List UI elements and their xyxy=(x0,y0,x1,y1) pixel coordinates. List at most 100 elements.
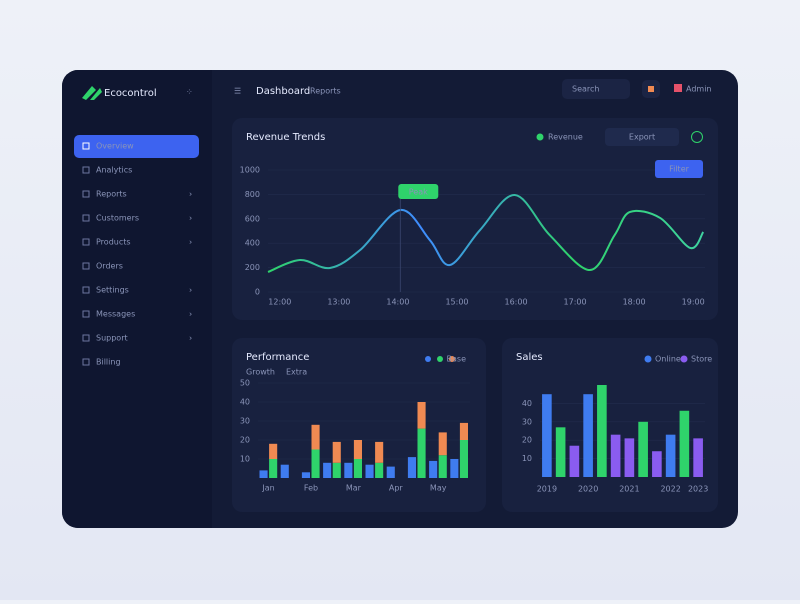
bar xyxy=(652,451,662,477)
chevron: › xyxy=(189,286,192,295)
y-tick-label: 200 xyxy=(245,263,260,272)
menu-item[interactable]: Settings xyxy=(96,286,129,295)
bar-segment xyxy=(375,441,384,463)
sidebar xyxy=(62,70,212,528)
bar xyxy=(569,445,580,477)
legend-dot xyxy=(425,356,431,362)
bar-segment xyxy=(438,432,447,456)
y-tick-label: 40 xyxy=(522,399,532,408)
bar-segment xyxy=(407,457,416,478)
bar xyxy=(693,438,703,477)
menu-item[interactable]: Customers xyxy=(96,214,139,223)
tab[interactable]: Dashboard xyxy=(256,86,310,97)
bar xyxy=(583,394,593,477)
chevron: › xyxy=(189,334,192,343)
bar-segment xyxy=(429,460,438,478)
menu-item[interactable]: Products xyxy=(96,238,131,247)
tab[interactable]: Reports xyxy=(310,87,341,96)
y-tick-label: 600 xyxy=(245,214,260,223)
collapse-icon[interactable]: ⁘ xyxy=(186,88,193,97)
x-tick-label: 15:00 xyxy=(445,298,468,307)
card-title: Revenue Trends xyxy=(246,132,325,143)
legend-dot xyxy=(449,356,455,362)
y-tick-label: 20 xyxy=(240,436,250,445)
button-text[interactable]: Filter xyxy=(669,165,690,174)
logo xyxy=(82,86,102,100)
x-tick-label: 17:00 xyxy=(564,298,587,307)
chevron: › xyxy=(189,238,192,247)
y-tick-label: 20 xyxy=(522,436,532,445)
menu-item[interactable]: Support xyxy=(96,334,128,343)
menu-icon xyxy=(82,190,90,198)
x-tick-label: 14:00 xyxy=(386,298,409,307)
brand: Ecocontrol xyxy=(104,88,157,99)
y-tick-label: 10 xyxy=(522,454,532,463)
menu-item[interactable]: Messages xyxy=(96,310,135,319)
bar-segment xyxy=(386,466,395,478)
bar xyxy=(610,434,621,477)
bar xyxy=(555,427,566,477)
x-tick-label: 2021 xyxy=(619,485,639,494)
menu-item[interactable]: Orders xyxy=(96,262,123,271)
legend-dot xyxy=(536,133,544,141)
x-tick-label: Jan xyxy=(261,484,274,493)
button[interactable] xyxy=(655,160,703,178)
button-text[interactable]: Export xyxy=(629,133,655,142)
menu-icon xyxy=(82,238,90,246)
legend-label: Growth xyxy=(246,368,275,377)
bar-segment xyxy=(375,462,384,478)
card-title: Performance xyxy=(246,352,309,363)
menu-icon xyxy=(82,142,90,150)
x-tick-label: 12:00 xyxy=(268,298,291,307)
bar-segment xyxy=(280,464,289,478)
menu-item[interactable]: Analytics xyxy=(96,166,132,175)
legend-label: Store xyxy=(691,355,712,364)
legend-dot xyxy=(437,356,443,362)
x-tick-label: 18:00 xyxy=(623,298,646,307)
legend-label: Extra xyxy=(286,368,307,377)
search-placeholder: Search xyxy=(572,85,599,94)
bar-segment xyxy=(438,455,447,478)
x-tick-label: Feb xyxy=(304,484,318,493)
x-tick-label: 2023 xyxy=(688,485,708,494)
bar-segment xyxy=(311,424,320,450)
y-tick-label: 1000 xyxy=(240,166,260,175)
menu-icon xyxy=(82,310,90,318)
menu-item[interactable]: Reports xyxy=(96,190,127,199)
bar-segment xyxy=(417,428,426,478)
bar-segment xyxy=(353,459,362,478)
bar xyxy=(638,421,648,477)
bar-segment xyxy=(459,440,468,478)
bar-segment xyxy=(269,459,278,478)
x-tick-label: Apr xyxy=(389,484,404,493)
bar xyxy=(542,394,552,477)
x-tick-label: 13:00 xyxy=(327,298,350,307)
bar-segment xyxy=(311,449,320,478)
button[interactable] xyxy=(605,128,679,146)
legend-dot xyxy=(644,355,652,363)
chevron: › xyxy=(189,214,192,223)
x-tick-label: Mar xyxy=(346,484,362,493)
menu-item-active xyxy=(74,135,199,158)
legend-dot xyxy=(680,355,688,363)
y-tick-label: 400 xyxy=(245,239,260,248)
x-tick-label: 2019 xyxy=(537,485,557,494)
menu-item[interactable]: Overview xyxy=(96,142,134,151)
bar-segment xyxy=(459,422,468,440)
search-box[interactable] xyxy=(562,79,630,99)
menu-icon[interactable]: ☰ xyxy=(234,87,241,96)
bar-segment xyxy=(353,440,362,459)
line-series xyxy=(267,194,705,273)
menu-icon xyxy=(82,262,90,270)
help-icon xyxy=(691,131,703,143)
menu-icon xyxy=(82,286,90,294)
y-tick-label: 30 xyxy=(240,417,250,426)
bar-segment xyxy=(332,441,341,463)
chevron: › xyxy=(189,310,192,319)
user-name[interactable]: Admin xyxy=(686,85,712,94)
legend-label: Base xyxy=(447,355,467,364)
menu-item[interactable]: Billing xyxy=(96,358,121,367)
bar xyxy=(624,438,635,477)
menu-icon xyxy=(82,166,90,174)
